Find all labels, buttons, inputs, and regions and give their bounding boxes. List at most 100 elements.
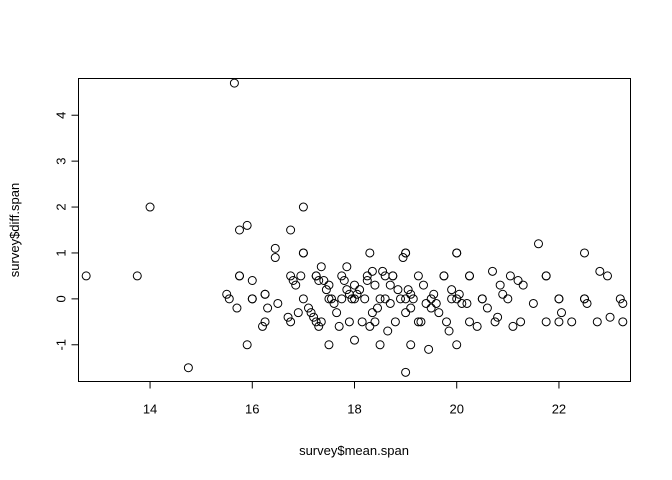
data-point	[367, 308, 377, 318]
data-point	[337, 271, 347, 281]
data-point	[332, 308, 342, 318]
data-point	[350, 335, 359, 345]
data-point	[242, 340, 252, 350]
y-axis: -1 0 1 2 3 4	[54, 112, 79, 351]
data-point	[493, 312, 503, 322]
data-point	[390, 317, 400, 327]
x-tick-label: 14	[143, 402, 157, 417]
data-point	[247, 276, 257, 285]
data-point	[426, 294, 436, 304]
data-point	[408, 294, 418, 304]
data-point	[452, 294, 462, 304]
data-point	[316, 317, 326, 327]
data-point	[263, 303, 273, 313]
data-point	[352, 289, 362, 299]
data-point	[370, 280, 380, 290]
data-point	[401, 248, 411, 258]
data-point	[413, 271, 423, 281]
data-point	[580, 294, 589, 304]
data-point	[260, 317, 270, 327]
data-point	[401, 308, 411, 318]
data-point	[370, 317, 380, 327]
data-point	[365, 321, 375, 331]
data-point	[462, 298, 472, 308]
data-point	[311, 271, 321, 281]
data-point	[426, 303, 436, 313]
data-point	[235, 271, 244, 281]
data-point	[260, 289, 270, 299]
data-point	[298, 202, 308, 212]
x-tick-label: 20	[449, 402, 463, 417]
x-tick-label: 22	[552, 402, 566, 417]
x-axis-title: survey$mean.span	[299, 443, 409, 458]
data-point	[554, 317, 564, 327]
x-axis: 14 16 18 20 22	[143, 381, 566, 417]
data-point	[258, 321, 267, 331]
data-point	[403, 285, 413, 295]
data-point	[273, 298, 283, 308]
data-point	[454, 289, 464, 299]
data-point	[495, 280, 505, 290]
data-point	[605, 312, 615, 322]
data-point	[508, 321, 518, 331]
data-point	[554, 294, 564, 304]
data-point	[424, 344, 434, 354]
data-point	[222, 289, 232, 299]
data-point	[314, 276, 324, 285]
data-point	[380, 294, 390, 304]
y-tick-label: 0	[54, 295, 69, 302]
y-tick-label: 1	[54, 249, 69, 256]
data-point	[242, 220, 252, 230]
data-point	[298, 294, 308, 304]
data-point	[360, 294, 370, 304]
data-point	[413, 317, 423, 327]
data-point	[457, 298, 467, 308]
data-point	[434, 308, 444, 318]
data-point	[362, 271, 372, 281]
data-point	[337, 294, 347, 304]
data-point	[270, 243, 280, 253]
data-point	[442, 317, 451, 327]
data-point	[224, 294, 234, 304]
data-point	[615, 294, 625, 304]
data-point	[482, 303, 492, 313]
data-point	[339, 276, 349, 285]
x-tick-label: 16	[245, 402, 259, 417]
data-point	[603, 271, 612, 281]
data-point	[350, 280, 359, 290]
data-point	[472, 321, 482, 331]
data-point	[385, 280, 395, 290]
data-point	[304, 303, 313, 313]
data-point	[465, 271, 474, 281]
y-tick-label: -1	[54, 339, 69, 351]
data-point	[334, 321, 344, 331]
data-point	[235, 225, 244, 235]
data-point	[439, 271, 449, 281]
data-point	[518, 280, 528, 290]
data-point	[309, 312, 319, 322]
data-point	[329, 298, 339, 308]
data-point	[396, 294, 405, 304]
data-point	[344, 289, 354, 299]
data-point	[385, 298, 395, 308]
data-point	[183, 363, 193, 373]
data-point	[321, 285, 331, 295]
data-point	[373, 303, 382, 313]
data-point	[283, 312, 293, 322]
data-point	[81, 271, 91, 281]
data-point	[327, 294, 336, 304]
data-point	[132, 271, 142, 281]
data-points	[81, 78, 628, 377]
data-point	[431, 298, 441, 308]
data-point	[541, 317, 551, 327]
data-point	[580, 248, 589, 258]
data-point	[270, 253, 280, 263]
data-point	[618, 317, 628, 327]
data-point	[477, 294, 487, 304]
data-point	[452, 340, 462, 350]
data-point	[406, 340, 416, 350]
data-point	[286, 271, 296, 281]
data-point	[416, 317, 426, 327]
data-point	[567, 317, 577, 327]
